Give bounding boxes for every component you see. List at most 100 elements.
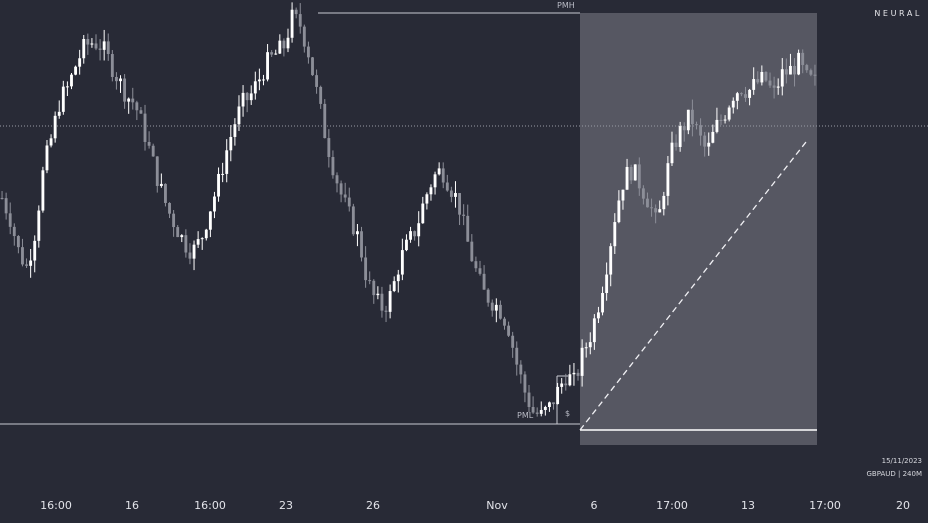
candle-body [114, 76, 118, 82]
candle-body [617, 200, 621, 223]
candle-body [772, 85, 776, 88]
candle-body [16, 236, 20, 248]
candle-body [323, 103, 327, 139]
candle-body [793, 65, 796, 75]
candle-body [429, 187, 433, 195]
candle-body [380, 293, 384, 311]
candle-body [356, 231, 359, 235]
candle-body [204, 229, 208, 239]
candle-body [801, 52, 805, 66]
candle-body [61, 86, 65, 112]
candle-body [237, 106, 241, 125]
candle-body [233, 124, 237, 137]
candle-body [131, 98, 135, 103]
candle-body [580, 347, 584, 376]
candle-body [703, 135, 707, 147]
candle-body [409, 231, 412, 240]
candle-body [213, 196, 216, 212]
candle-body [564, 383, 568, 386]
candle-body [682, 126, 686, 131]
candle-body [535, 412, 539, 414]
candle-body [744, 94, 747, 98]
candle-body [494, 304, 498, 311]
candle-body [776, 86, 780, 88]
candle-body [78, 58, 82, 67]
candle-body [12, 226, 16, 237]
candle-body [584, 347, 588, 349]
candle-body [503, 318, 506, 326]
candle-body [405, 239, 408, 251]
candle-body [196, 239, 200, 245]
x-tick-label: Nov [486, 499, 508, 512]
candle-body [454, 193, 457, 197]
candle-body [253, 81, 257, 94]
candle-body [690, 109, 694, 125]
candle-body [168, 202, 171, 214]
candle-body [368, 280, 372, 282]
candle-body [686, 109, 690, 131]
candle-body [188, 252, 192, 259]
candle-body [172, 213, 176, 228]
candle-body [225, 150, 229, 174]
candle-body [756, 79, 760, 83]
candle-body [507, 325, 511, 336]
candle-body [262, 79, 265, 81]
candle-body [539, 409, 543, 414]
diagonal-trend-line [579, 141, 807, 431]
candle-body [392, 281, 396, 292]
candle-body [372, 280, 376, 296]
candle-body [768, 80, 772, 86]
candle-body [90, 43, 94, 45]
candle-body [351, 206, 355, 235]
candle-body [164, 183, 167, 203]
candle-body [110, 54, 114, 77]
candle-body [37, 210, 41, 241]
candle-body [180, 235, 184, 238]
candle-body [449, 190, 453, 197]
x-tick-label: 20 [896, 499, 910, 512]
candle-body [8, 213, 12, 227]
candle-body [102, 41, 106, 50]
candle-body [719, 119, 723, 121]
x-tick-label: 26 [366, 499, 380, 512]
candle-body [315, 75, 319, 87]
candle-body [278, 40, 282, 54]
candle-body [229, 136, 233, 151]
candle-body [601, 293, 604, 313]
candle-body [784, 69, 788, 75]
candle-body [176, 227, 180, 238]
candle-body [527, 392, 531, 407]
candle-body [274, 53, 278, 55]
candle-body [302, 26, 306, 47]
candle-body [470, 241, 474, 262]
candle-body [327, 138, 331, 158]
candle-body [752, 79, 756, 90]
candle-body [613, 222, 617, 247]
candle-body [592, 318, 596, 343]
candle-body [739, 93, 743, 95]
x-tick-label: 6 [590, 499, 598, 512]
candle-body [478, 268, 482, 274]
candle-body [200, 238, 204, 240]
candle-body [445, 182, 449, 191]
candle-body [294, 9, 298, 15]
candle-body [654, 208, 658, 213]
candle-body [556, 386, 560, 405]
dollar-marker: $ [565, 409, 571, 418]
candle-body [396, 274, 400, 282]
candle-body [331, 157, 335, 176]
x-tick-label: 16:00 [194, 499, 226, 512]
candle-body [425, 194, 429, 204]
candle-body [805, 65, 809, 71]
candle-body [666, 163, 670, 196]
candle-body [576, 372, 580, 376]
candle-body [286, 37, 290, 49]
candle-body [605, 274, 609, 294]
candle-body [241, 92, 245, 107]
candle-body [650, 207, 653, 209]
candle-body [511, 335, 515, 348]
candle-body [609, 246, 613, 275]
candle-body [523, 374, 527, 393]
candle-body [421, 203, 425, 224]
candle-body [674, 142, 678, 147]
